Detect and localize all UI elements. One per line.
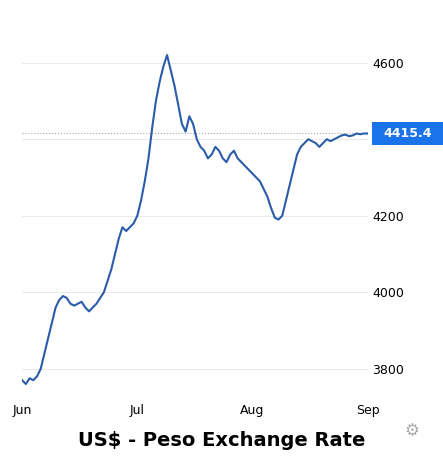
FancyBboxPatch shape: [372, 122, 443, 145]
Text: ⚙: ⚙: [404, 422, 420, 441]
Text: US$ - Peso Exchange Rate: US$ - Peso Exchange Rate: [78, 431, 365, 450]
Text: 4415.4: 4415.4: [384, 127, 432, 140]
